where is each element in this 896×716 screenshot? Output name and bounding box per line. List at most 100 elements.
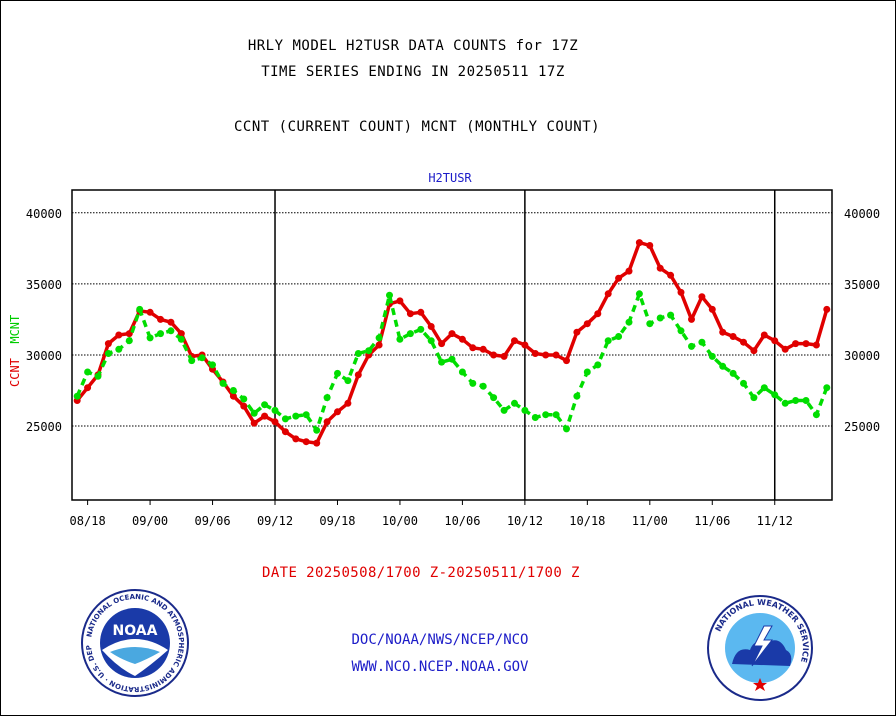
y-tick-label-left: 30000 bbox=[26, 349, 62, 363]
series-description: CCNT (CURRENT COUNT) MCNT (MONTHLY COUNT… bbox=[234, 119, 601, 135]
ccnt-point bbox=[688, 315, 695, 323]
mcnt-point bbox=[313, 426, 321, 434]
mcnt-point bbox=[344, 377, 352, 385]
mcnt-point bbox=[73, 392, 81, 400]
mcnt-point bbox=[417, 325, 425, 333]
mcnt-point bbox=[656, 314, 664, 322]
x-tick-label: 09/18 bbox=[319, 514, 355, 528]
ccnt-point bbox=[271, 418, 279, 426]
mcnt-point bbox=[698, 338, 706, 346]
mcnt-point bbox=[84, 368, 92, 376]
ccnt-point bbox=[396, 297, 404, 305]
ccnt-point bbox=[760, 331, 768, 339]
mcnt-point bbox=[771, 391, 779, 399]
mcnt-point bbox=[635, 290, 643, 298]
ccnt-point bbox=[719, 328, 727, 336]
ccnt-point bbox=[531, 350, 539, 357]
x-tick-label: 09/12 bbox=[257, 514, 293, 528]
ccnt-point bbox=[146, 308, 154, 316]
ccnt-point bbox=[625, 267, 633, 275]
mcnt-point bbox=[229, 387, 237, 394]
y-tick-label-left: 35000 bbox=[26, 278, 62, 292]
mcnt-point bbox=[198, 354, 206, 362]
ccnt-point bbox=[511, 337, 518, 345]
mcnt-point bbox=[157, 330, 164, 338]
ccnt-point bbox=[594, 310, 602, 318]
mcnt-point bbox=[615, 333, 623, 340]
ccnt-point bbox=[708, 305, 716, 313]
ccnt-point bbox=[635, 239, 643, 247]
ccnt-point bbox=[479, 345, 487, 353]
mcnt-point bbox=[136, 305, 144, 313]
mcnt-point bbox=[511, 399, 518, 407]
ccnt-point bbox=[323, 418, 331, 426]
ccnt-point bbox=[583, 320, 591, 328]
mcnt-point bbox=[125, 337, 133, 345]
mcnt-point bbox=[240, 395, 248, 403]
mcnt-point bbox=[552, 411, 560, 419]
mcnt-point bbox=[469, 379, 477, 387]
mcnt-point bbox=[677, 327, 685, 335]
mcnt-point bbox=[719, 362, 727, 370]
ccnt-point bbox=[292, 435, 300, 443]
plot-area bbox=[71, 189, 833, 501]
mcnt-point bbox=[146, 334, 154, 342]
ccnt-point bbox=[313, 439, 321, 447]
mcnt-point bbox=[594, 361, 602, 369]
nws-logo: NATIONAL WEATHER SERVICE bbox=[707, 595, 813, 701]
ccnt-point bbox=[281, 428, 289, 436]
ccnt-point bbox=[812, 341, 820, 349]
mcnt-point bbox=[500, 406, 508, 414]
mcnt-point bbox=[271, 406, 279, 414]
x-tick-label: 10/12 bbox=[507, 514, 543, 528]
ccnt-point bbox=[115, 331, 123, 339]
ccnt-point bbox=[792, 340, 800, 348]
mcnt-point bbox=[94, 372, 102, 380]
ccnt-point bbox=[229, 392, 237, 400]
mcnt-point bbox=[604, 337, 612, 345]
date-range: DATE 20250508/1700 Z-20250511/1700 Z bbox=[262, 565, 580, 581]
mcnt-point bbox=[396, 335, 404, 343]
mcnt-point bbox=[448, 355, 456, 363]
mcnt-point bbox=[490, 394, 498, 402]
ccnt-point bbox=[490, 351, 498, 359]
mcnt-point bbox=[781, 399, 789, 407]
mcnt-point bbox=[521, 406, 529, 414]
ccnt-point bbox=[677, 288, 685, 296]
ccnt-point bbox=[458, 335, 466, 343]
ccnt-point bbox=[646, 242, 654, 249]
ccnt-point bbox=[250, 419, 258, 427]
ccnt-point bbox=[334, 408, 341, 416]
mcnt-point bbox=[458, 368, 466, 376]
x-tick-label: 11/00 bbox=[632, 514, 668, 528]
mcnt-point bbox=[188, 357, 196, 365]
mcnt-point bbox=[354, 350, 362, 357]
website-url: WWW.NCO.NCEP.NOAA.GOV bbox=[351, 659, 529, 675]
mcnt-point bbox=[573, 392, 581, 400]
plot-title: H2TUSR bbox=[428, 171, 472, 185]
ccnt-point bbox=[552, 351, 560, 359]
mcnt-point bbox=[104, 350, 112, 357]
ccnt-point bbox=[84, 384, 92, 392]
ccnt-point bbox=[438, 340, 446, 348]
ccnt-point bbox=[542, 351, 550, 359]
y-tick-label-right: 35000 bbox=[844, 278, 880, 292]
mcnt-point bbox=[583, 368, 591, 376]
mcnt-point bbox=[708, 352, 716, 360]
ccnt-point bbox=[563, 357, 570, 365]
mcnt-point bbox=[261, 401, 269, 409]
ccnt-point bbox=[302, 438, 310, 446]
mcnt-point bbox=[115, 345, 123, 353]
x-tick-label: 11/06 bbox=[694, 514, 730, 528]
ccnt-point bbox=[375, 341, 383, 349]
mcnt-point bbox=[729, 369, 737, 377]
mcnt-point bbox=[531, 414, 539, 421]
ccnt-series-line bbox=[75, 240, 829, 445]
ccnt-point bbox=[698, 293, 706, 301]
mcnt-point bbox=[479, 382, 487, 390]
x-tick-label: 11/12 bbox=[757, 514, 793, 528]
mcnt-point bbox=[375, 334, 383, 342]
ccnt-point bbox=[823, 305, 831, 313]
ccnt-point bbox=[500, 352, 508, 360]
